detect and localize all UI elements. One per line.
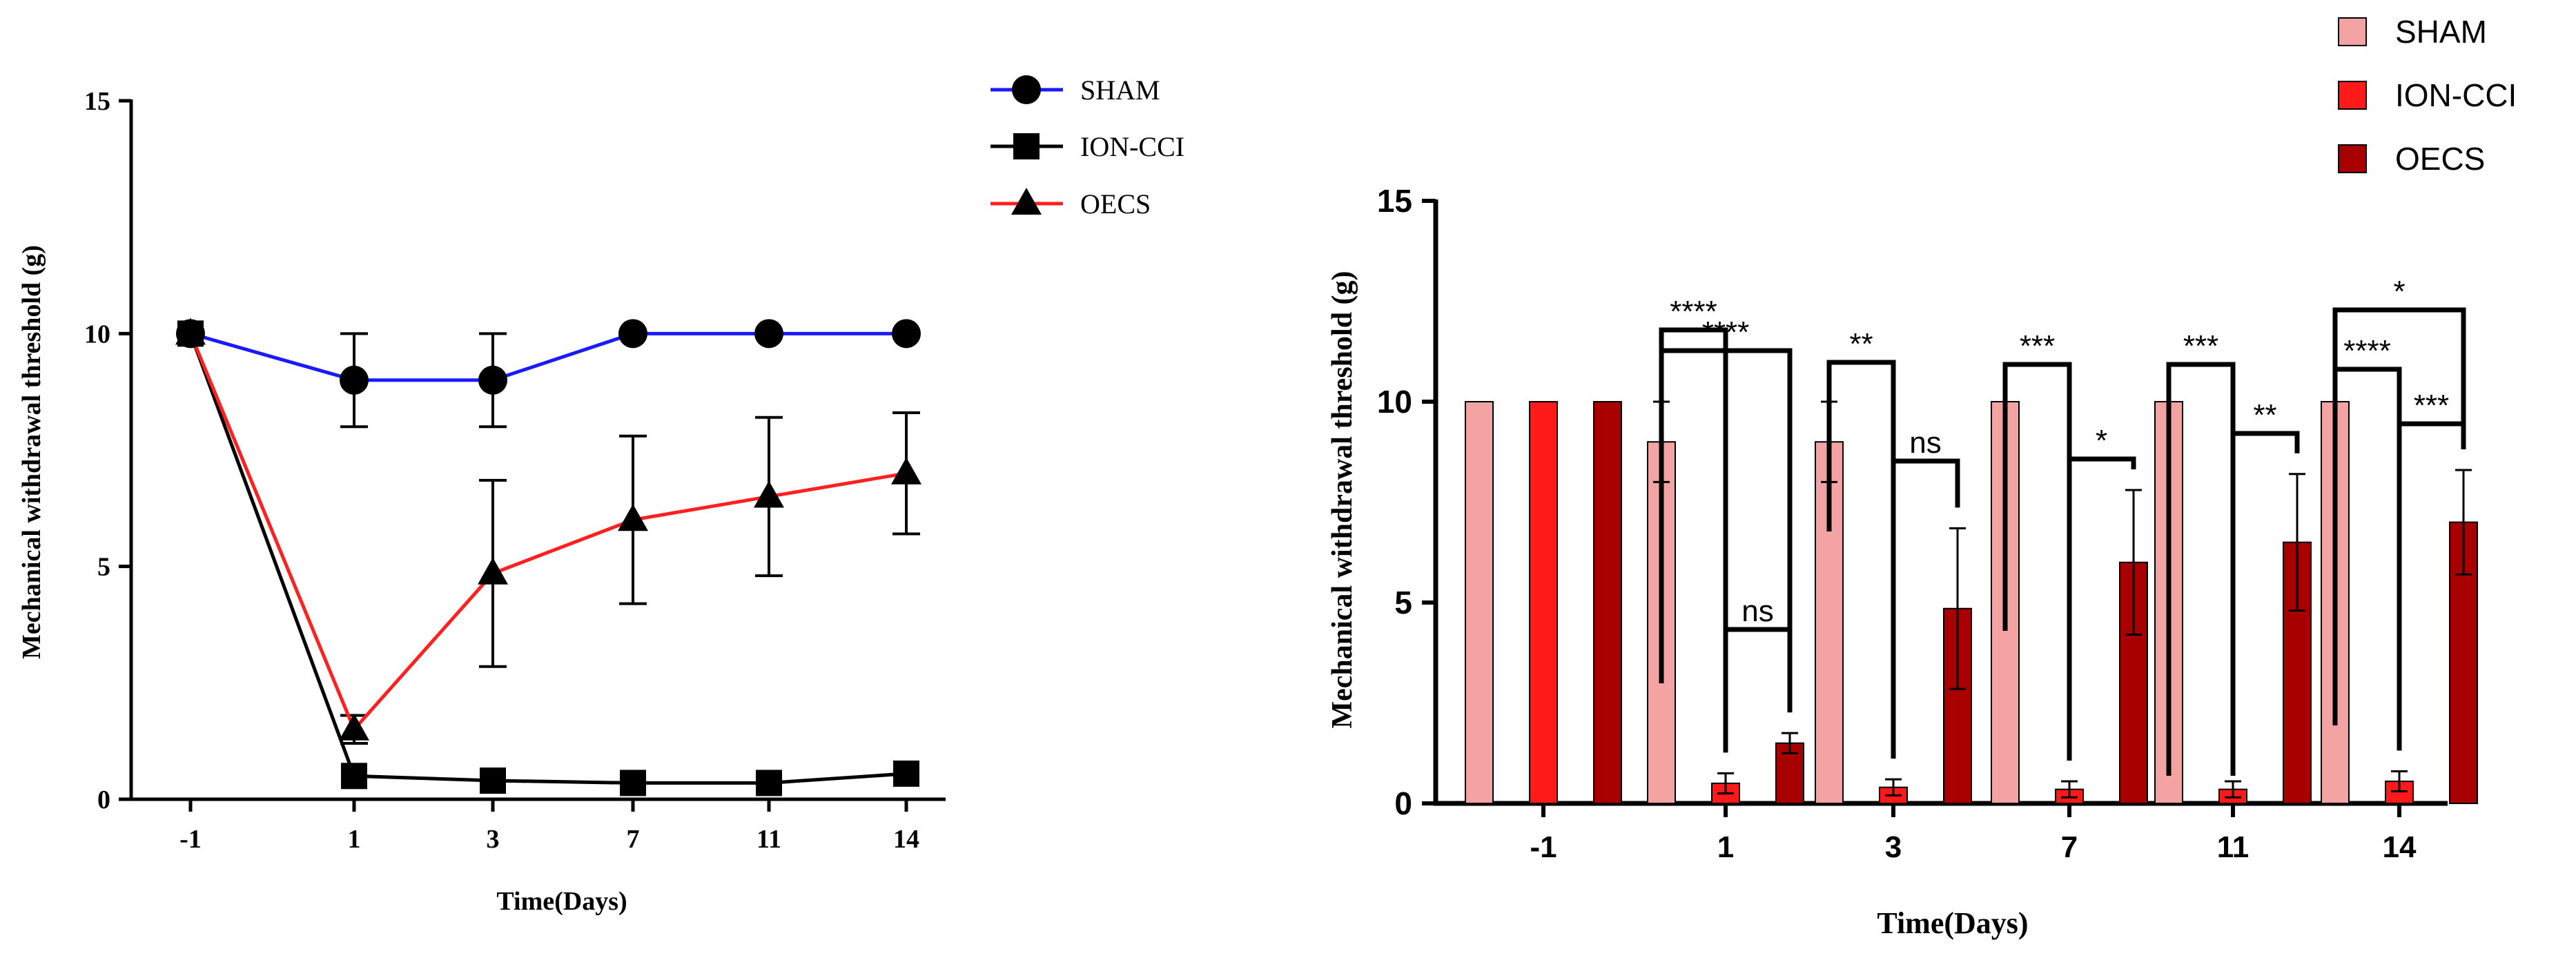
line-chart-legend: SHAM ION-CCI OECS [991, 75, 1184, 219]
bar-chart-y-axis-label: Mechanical withdrawal threshold (g) [1327, 271, 1358, 728]
line-chart-legend-marker-sham [1012, 75, 1041, 104]
bar-chart-legend: SHAM ION-CCI OECS [2338, 14, 2517, 177]
significance-label: **** [2343, 334, 2391, 368]
line-chart-point-ion-cci [620, 770, 646, 796]
bar-chart-x-axis-label: Time(Days) [1877, 906, 2028, 940]
bar-chart-y-tick-label: 0 [1394, 785, 1412, 821]
significance-label: ** [2253, 398, 2276, 432]
bar-chart-significance-annotations: ********ns**ns***************** [1659, 275, 2466, 776]
significance-label: *** [2414, 389, 2449, 422]
bar-chart-legend-swatch-ion-cci [2338, 81, 2367, 110]
line-chart-point-oecs [754, 480, 784, 508]
significance-bracket [2067, 456, 2136, 607]
bar-chart-legend-label: ION-CCI [2395, 77, 2517, 113]
bar-chart-legend-swatch-oecs [2338, 144, 2367, 173]
line-chart-series-lines [188, 331, 907, 785]
bar-chart-x-tick-label: 11 [2217, 830, 2250, 864]
line-chart-x-tick-label: 1 [348, 825, 361, 854]
line-chart-y-tick-label: 15 [84, 87, 110, 116]
significance-bracket [2230, 431, 2300, 776]
bar-chart-x-tick-label: 14 [2383, 830, 2417, 864]
line-chart-x-tick-label: 14 [893, 825, 919, 854]
line-chart-line-oecs [188, 333, 907, 733]
significance-label: **** [1670, 295, 1717, 329]
line-chart: 0 5 10 15 -1 1 3 7 11 14 SHAM ION-CCI OECS Time(Day… [17, 75, 1184, 916]
line-chart-point-oecs [618, 504, 648, 531]
bar-sham [1465, 401, 1494, 804]
significance-bracket [1723, 531, 1793, 713]
line-chart-point-ion-cci [480, 768, 506, 794]
bar-chart-x-tick-label: 7 [2061, 830, 2078, 864]
bar-chart-y-tick-label: 15 [1377, 183, 1412, 219]
line-chart-point-oecs [478, 557, 508, 585]
significance-bracket [1891, 458, 1960, 542]
line-chart-y-axis-label: Mechanical withdrawal threshold (g) [17, 245, 46, 659]
line-chart-point-oecs [891, 457, 921, 485]
significance-bracket [1826, 360, 1896, 759]
line-chart-point-oecs [175, 317, 206, 345]
bar-ion-cci [1529, 401, 1558, 804]
bar-chart-x-tick-label: 3 [1885, 830, 1902, 864]
significance-label: *** [2020, 329, 2055, 363]
bar-oecs [1593, 401, 1622, 804]
bar-chart-y-tick-label: 10 [1377, 384, 1412, 420]
bar-chart-x-tick-label: -1 [1530, 830, 1557, 864]
significance-label: **** [1702, 315, 1750, 349]
bar-chart-legend-label: OECS [2395, 141, 2485, 177]
line-chart-legend-label: SHAM [1080, 75, 1160, 106]
line-chart-point-oecs [339, 713, 369, 741]
bar-chart-bars [1465, 401, 2478, 805]
line-chart-legend-label: OECS [1080, 188, 1151, 219]
line-chart-x-tick-label: 3 [487, 825, 500, 854]
line-chart-point-sham [618, 319, 647, 349]
line-chart-y-tick-label: 10 [84, 320, 110, 349]
line-chart-line-sham [190, 331, 906, 382]
line-chart-legend-label: ION-CCI [1080, 131, 1184, 162]
line-chart-markers [175, 317, 921, 796]
significance-label: ns [1741, 594, 1773, 628]
line-chart-y-tick-label: 0 [97, 785, 110, 814]
line-chart-point-sham [892, 319, 921, 349]
significance-bracket [1659, 348, 1793, 713]
line-chart-x-tick-label: 11 [757, 825, 781, 854]
significance-label: ns [1909, 426, 1941, 460]
significance-label: * [2393, 275, 2405, 309]
bar-chart-y-tick-label: 5 [1394, 585, 1412, 620]
line-chart-axes: 0 5 10 15 -1 1 3 7 11 14 [84, 87, 946, 854]
line-chart-line-ion-cci [188, 333, 907, 785]
significance-label: * [2096, 424, 2107, 458]
line-chart-y-tick-label: 5 [97, 553, 110, 582]
line-chart-x-tick-label: -1 [179, 825, 202, 854]
bar-chart-legend-label: SHAM [2395, 14, 2487, 50]
bar-chart-x-tick-label: 1 [1717, 830, 1734, 864]
line-chart-error-bars [340, 332, 920, 745]
significance-label: ** [1849, 327, 1873, 361]
significance-bracket [2397, 421, 2466, 725]
line-chart-legend-marker-ion-cci [1013, 133, 1040, 159]
line-chart-point-ion-cci [756, 770, 782, 796]
bar-chart-legend-swatch-sham [2338, 17, 2367, 46]
line-chart-point-sham [754, 319, 783, 349]
bar-oecs [2449, 521, 2478, 804]
line-chart-x-axis-label: Time(Days) [496, 887, 627, 916]
line-chart-point-sham [478, 365, 507, 395]
significance-label: *** [2183, 329, 2218, 363]
line-chart-legend-marker-oecs [1011, 188, 1042, 215]
line-chart-point-ion-cci [341, 763, 367, 790]
line-chart-point-sham [340, 365, 369, 395]
line-chart-point-ion-cci [893, 760, 919, 787]
line-chart-x-tick-label: 7 [627, 825, 640, 854]
